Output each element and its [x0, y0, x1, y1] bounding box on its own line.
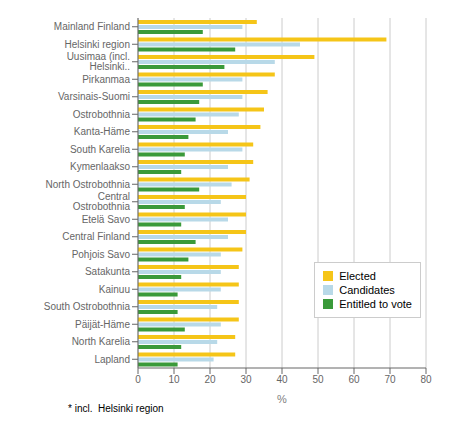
svg-text:50: 50	[312, 374, 324, 385]
html-text:* incl. Helsinki region: * incl. Helsinki region	[68, 403, 164, 414]
svg-text:Helsinki region: Helsinki region	[64, 39, 130, 50]
svg-text:80: 80	[420, 374, 432, 385]
svg-text:Central Finland: Central Finland	[62, 231, 130, 242]
svg-text:10: 10	[168, 374, 180, 385]
svg-text:20: 20	[204, 374, 216, 385]
svg-text:South Ostrobothnia: South Ostrobothnia	[44, 301, 131, 312]
svg-text:0: 0	[135, 374, 141, 385]
svg-text:North Ostrobothnia: North Ostrobothnia	[46, 179, 131, 190]
svg-text:Satakunta: Satakunta	[85, 266, 130, 277]
svg-text:Lapland: Lapland	[94, 354, 130, 365]
svg-text:60: 60	[348, 374, 360, 385]
svg-text:Etelä Savo: Etelä Savo	[82, 214, 131, 225]
html-text:Candidates: Candidates	[339, 284, 395, 296]
svg-text:Ostrobothnia: Ostrobothnia	[73, 109, 131, 120]
svg-text:CentralOstrobothnia: CentralOstrobothnia	[73, 191, 131, 212]
svg-text:40: 40	[276, 374, 288, 385]
svg-text:Mainland Finland: Mainland Finland	[54, 21, 130, 32]
svg-text:Päijät-Häme: Päijät-Häme	[75, 319, 130, 330]
svg-text:Varsinais-Suomi: Varsinais-Suomi	[58, 91, 130, 102]
svg-text:Uusimaa (incl.Helsinki..: Uusimaa (incl.Helsinki..	[67, 51, 130, 72]
svg-text:30: 30	[240, 374, 252, 385]
svg-text:Pohjois Savo: Pohjois Savo	[72, 249, 131, 260]
svg-text:%: %	[277, 393, 287, 403]
html-text:Elected: Elected	[339, 270, 376, 282]
svg-text:South Karelia: South Karelia	[70, 144, 130, 155]
svg-text:Kymenlaakso: Kymenlaakso	[70, 161, 130, 172]
svg-text:Kainuu: Kainuu	[99, 284, 130, 295]
svg-text:Pirkanmaa: Pirkanmaa	[82, 74, 130, 85]
html-text:Entitled to vote: Entitled to vote	[339, 298, 412, 310]
svg-text:North Karelia: North Karelia	[72, 336, 131, 347]
svg-text:70: 70	[384, 374, 396, 385]
svg-text:Kanta-Häme: Kanta-Häme	[74, 126, 131, 137]
